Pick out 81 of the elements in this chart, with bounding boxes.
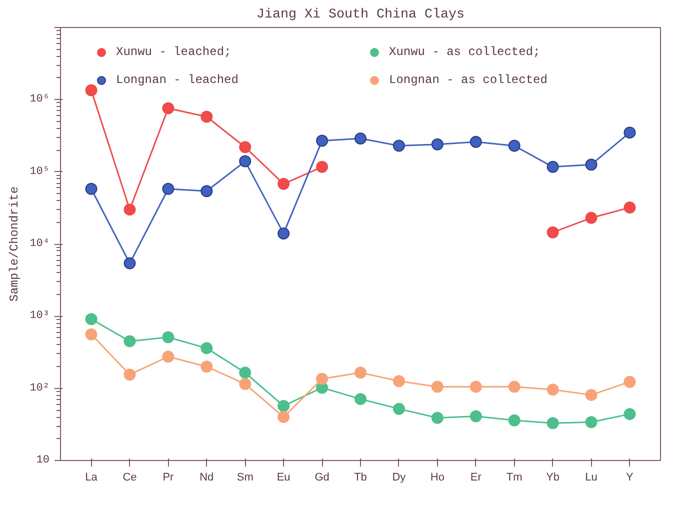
x-tick-label: La [85,472,98,484]
x-tick-label: Ho [430,472,444,484]
point [124,204,136,216]
legend-label: Xunwu - as collected; [389,45,542,59]
point [508,140,520,152]
point [124,335,136,348]
y-tick-label: 10 [36,454,50,466]
point [316,134,328,147]
x-tick-label: Lu [585,472,598,484]
point [392,140,405,152]
point [278,400,290,412]
point [278,411,290,424]
point [354,366,366,379]
x-tick-label: Nd [200,472,214,484]
x-tick-label: Eu [276,472,290,484]
point [124,257,136,270]
point [239,141,252,154]
point [316,160,328,173]
x-tick-label: Tb [354,472,367,484]
point [585,388,598,401]
point [162,331,174,344]
legend-label: Xunwu - leached; [116,45,232,59]
point [200,185,213,198]
point [508,414,520,426]
point [239,378,252,390]
x-tick-label: Er [470,472,482,484]
point [124,368,136,381]
point [85,182,98,195]
x-tick-label: Gd [314,472,330,484]
legend-label: Longnan - leached [116,73,240,87]
x-tick-label: Pr [162,472,174,484]
x-tick-label: Tm [506,472,522,484]
point [470,410,482,422]
y-tick-label: 10⁶ [30,94,50,106]
y-tick-label: 10⁴ [30,238,50,250]
point [239,155,252,168]
x-tick-label: Ce [122,472,137,484]
point [278,227,290,240]
point [200,342,213,354]
y-tick-label: 10³ [30,310,50,322]
point [392,402,405,415]
point [470,380,482,393]
chart-title: Jiang Xi South China Clays [256,8,464,22]
point [508,380,520,393]
point [431,138,444,150]
point [278,178,290,190]
point [546,417,559,430]
point [85,84,98,96]
y-tick-label: 10⁵ [30,166,50,178]
point [546,384,559,396]
point [200,360,213,373]
y-axis-title: Sample/Chondrite [8,186,22,302]
point [85,313,98,326]
point [431,380,444,393]
point [200,110,213,123]
point [624,408,636,420]
x-tick-label: Yb [546,472,560,484]
point [354,393,366,406]
legend-label: Longnan - as collected [389,73,548,87]
point [585,158,598,171]
y-tick-label: 10² [30,382,50,394]
point [85,328,98,340]
x-tick-label: Dy [392,472,406,484]
point [431,412,444,424]
point [585,416,598,428]
point [546,160,559,173]
point [546,226,559,238]
point [624,126,636,139]
point [354,132,366,144]
x-tick-label: Y [626,472,634,484]
point [470,136,482,148]
point [162,182,174,195]
point [624,202,636,214]
point [392,375,405,388]
point [585,212,598,224]
point [162,350,174,363]
point [162,102,174,114]
point [239,366,252,379]
point [624,376,636,388]
point [316,372,328,385]
x-tick-label: Sm [236,472,254,484]
